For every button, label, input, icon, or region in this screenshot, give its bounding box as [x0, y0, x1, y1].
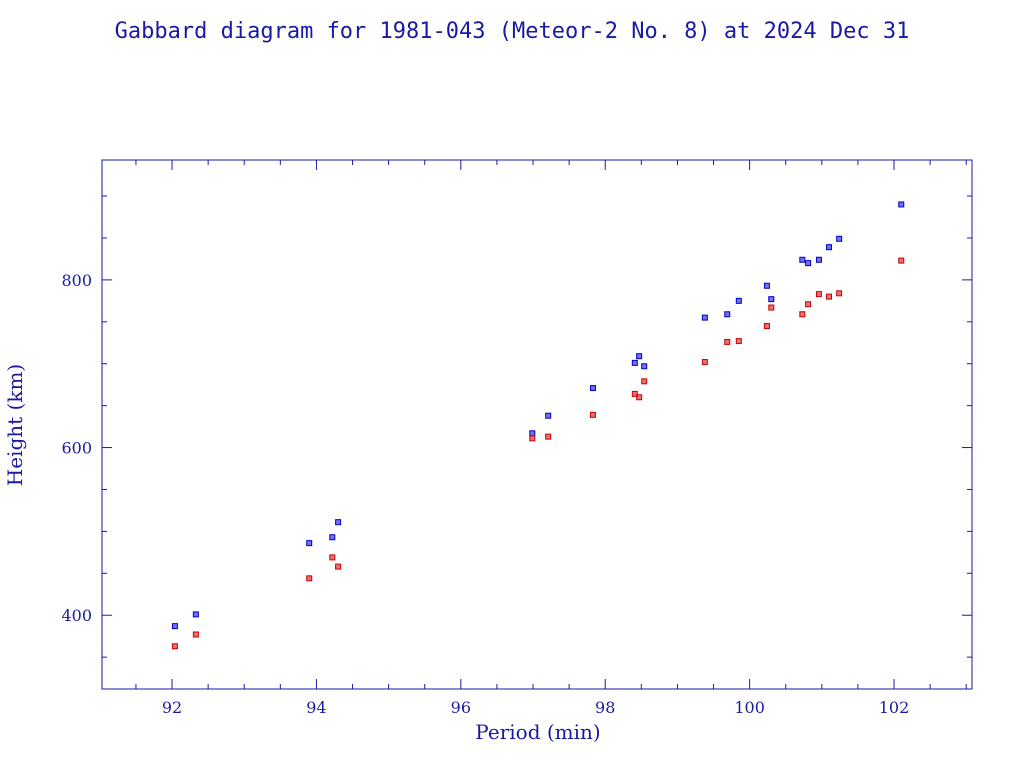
- y-tick-label: 400: [61, 606, 92, 625]
- point: [529, 435, 536, 442]
- x-tick-label: 94: [306, 698, 326, 717]
- point: [589, 385, 596, 392]
- x-tick-label: 92: [162, 698, 182, 717]
- point: [306, 540, 313, 547]
- point: [306, 575, 313, 582]
- point: [799, 311, 806, 318]
- point: [545, 412, 552, 419]
- point: [192, 631, 199, 638]
- point: [826, 293, 833, 300]
- point: [636, 394, 643, 401]
- point: [735, 297, 742, 304]
- point: [171, 643, 178, 650]
- point: [171, 623, 178, 630]
- point: [836, 290, 843, 297]
- point: [529, 430, 536, 437]
- point: [805, 301, 812, 308]
- point: [701, 359, 708, 366]
- plot-frame: [101, 159, 973, 690]
- point: [898, 201, 905, 208]
- point: [589, 411, 596, 418]
- point: [636, 353, 643, 360]
- point: [329, 534, 336, 541]
- point: [641, 363, 648, 370]
- point: [768, 304, 775, 311]
- point: [768, 296, 775, 303]
- point: [735, 338, 742, 345]
- point: [545, 433, 552, 440]
- point: [826, 244, 833, 251]
- point: [815, 256, 822, 263]
- chart-title: Gabbard diagram for 1981-043 (Meteor-2 N…: [115, 19, 910, 44]
- point: [815, 291, 822, 298]
- point: [724, 338, 731, 345]
- point: [763, 282, 770, 289]
- point: [898, 257, 905, 264]
- point: [724, 311, 731, 318]
- x-axis-label: Period (min): [475, 720, 600, 744]
- point: [701, 314, 708, 321]
- y-axis-label: Height (km): [3, 364, 27, 486]
- point: [763, 322, 770, 329]
- point: [799, 256, 806, 263]
- point: [631, 390, 638, 397]
- point: [836, 235, 843, 242]
- x-tick-label: 100: [734, 698, 765, 717]
- point: [335, 519, 342, 526]
- y-tick-label: 600: [61, 439, 92, 458]
- x-tick-label: 98: [595, 698, 615, 717]
- point: [631, 359, 638, 366]
- x-tick-label: 96: [451, 698, 471, 717]
- point: [329, 554, 336, 561]
- x-tick-label: 102: [879, 698, 910, 717]
- point: [641, 378, 648, 385]
- point: [805, 260, 812, 267]
- point: [335, 563, 342, 570]
- point: [192, 611, 199, 618]
- y-tick-label: 800: [61, 271, 92, 290]
